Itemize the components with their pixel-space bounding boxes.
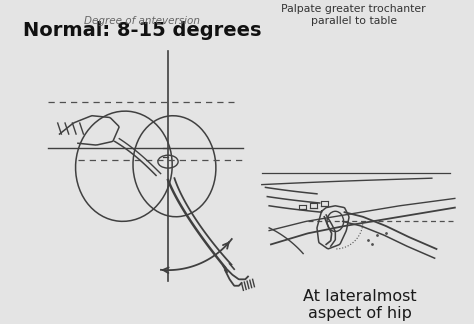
Text: Degree of anteversion: Degree of anteversion [84, 16, 201, 26]
Text: Palpate greater trochanter
parallel to table: Palpate greater trochanter parallel to t… [282, 4, 426, 26]
Text: At lateralmost
aspect of hip: At lateralmost aspect of hip [303, 288, 417, 321]
Text: Normal: 8-15 degrees: Normal: 8-15 degrees [23, 21, 262, 40]
